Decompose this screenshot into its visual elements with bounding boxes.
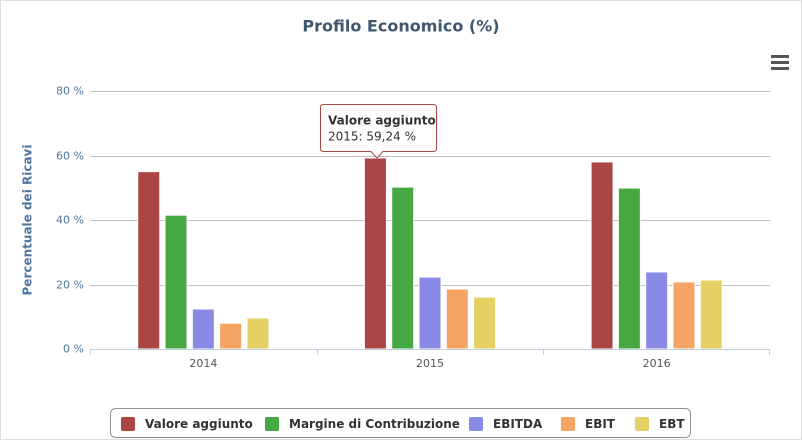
menu-bar	[771, 55, 789, 58]
legend-box	[110, 408, 691, 438]
bar	[137, 171, 161, 350]
y-tick-label: 20 %	[56, 279, 84, 292]
legend-marker	[561, 417, 575, 431]
x-tick-label: 2015	[416, 357, 444, 370]
bar	[363, 157, 387, 350]
x-tick-label: 2014	[189, 357, 217, 370]
bar	[445, 288, 469, 350]
y-axis-title: Percentuale dei Ricavi	[21, 145, 35, 296]
y-tick-label: 80 %	[56, 85, 84, 98]
legend-label: Valore aggiunto	[145, 417, 253, 431]
y-tick-label: 60 %	[56, 150, 84, 163]
legend-marker	[635, 417, 649, 431]
bar	[391, 186, 415, 350]
legend-label: EBT	[659, 417, 685, 431]
legend: Valore aggiunto Margine di Contribuzione E…	[121, 417, 685, 431]
bar	[473, 296, 497, 350]
bar	[219, 322, 243, 350]
tooltip-text: 2015: 59,24 %	[328, 130, 416, 144]
legend-item[interactable]: Margine di Contribuzione	[265, 417, 460, 431]
bar	[246, 317, 270, 350]
legend-item[interactable]: EBIT	[561, 417, 616, 431]
bar	[617, 187, 641, 350]
legend-label: EBIT	[585, 417, 616, 431]
bar	[164, 214, 188, 350]
legend-marker	[265, 417, 279, 431]
legend-item[interactable]: EBT	[635, 417, 685, 431]
tooltip: Valore aggiunto 2015: 59,24 %	[320, 104, 437, 159]
legend-item[interactable]: EBITDA	[469, 417, 543, 431]
bar	[672, 281, 696, 350]
tooltip-title: Valore aggiunto	[328, 114, 436, 128]
menu-bar	[771, 61, 789, 64]
legend-marker	[469, 417, 483, 431]
legend-label: EBITDA	[493, 417, 543, 431]
y-tick-label: 40 %	[56, 214, 84, 227]
bar	[590, 161, 614, 350]
bar	[418, 276, 442, 350]
legend-item[interactable]: Valore aggiunto	[121, 417, 253, 431]
x-tick-label: 2016	[643, 357, 671, 370]
legend-marker	[121, 417, 135, 431]
legend-label: Margine di Contribuzione	[289, 417, 460, 431]
y-tick-label: 0 %	[63, 343, 84, 356]
x-axis-ticks	[90, 349, 770, 355]
chart-title: Profilo Economico (%)	[302, 17, 499, 36]
menu-bar	[771, 67, 789, 70]
tooltip-box	[320, 104, 437, 159]
bar	[645, 271, 669, 350]
bar	[699, 279, 723, 350]
menu-button[interactable]	[771, 55, 789, 70]
bar	[191, 308, 215, 350]
